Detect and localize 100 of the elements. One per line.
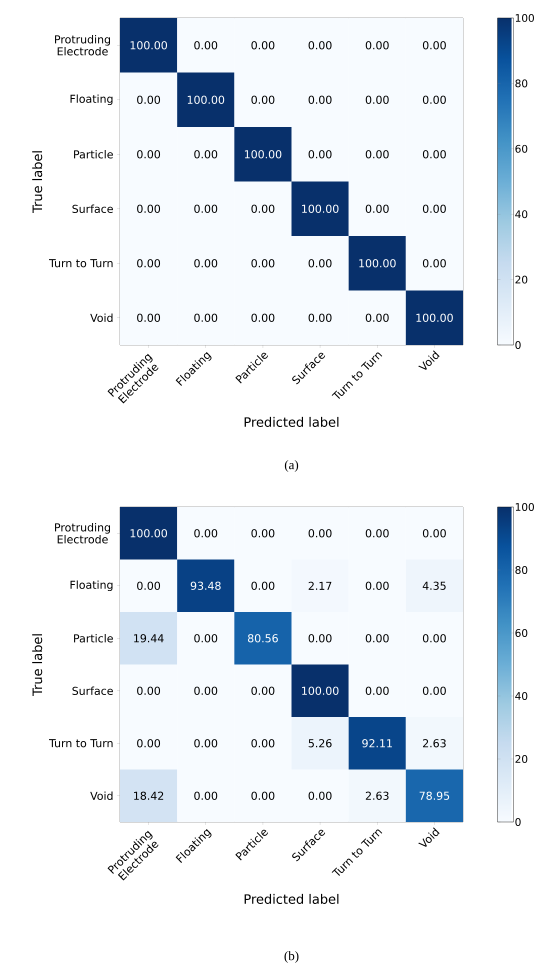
data-label: 0.00 (422, 686, 446, 695)
data-label: 78.95 (420, 792, 450, 800)
y-axis-title: True label (32, 634, 42, 696)
data-label: 0.00 (251, 686, 274, 695)
x-axis-title: Predicted label (244, 894, 338, 904)
data-label: 0.00 (366, 529, 389, 538)
x-axis-title: Predicted label (244, 416, 338, 427)
y-tick-label: Surface (72, 204, 113, 213)
data-label: 0.00 (251, 314, 274, 322)
data-label: 0.00 (251, 739, 274, 748)
y-tick-label: Turn to Turn (49, 739, 113, 748)
color-bar-label: 60 (515, 144, 528, 153)
color-bar-label: 60 (515, 629, 528, 637)
data-label: 100.00 (130, 41, 168, 50)
data-label: 0.00 (194, 204, 218, 213)
color-bar-label: 80 (515, 79, 528, 88)
data-label: 0.00 (137, 314, 160, 322)
data-label: 100.00 (244, 150, 282, 158)
data-label: 100.00 (302, 686, 339, 695)
color-bar-label: 100 (516, 503, 534, 511)
data-label: 0.00 (308, 96, 332, 104)
data-label: 92.11 (362, 739, 392, 748)
data-label: 4.35 (422, 582, 446, 590)
data-label: 0.00 (194, 739, 218, 748)
data-label: 100.00 (188, 96, 224, 104)
data-label: 2.63 (423, 739, 446, 748)
y-tick-label: Floating (70, 94, 112, 106)
data-label: 0.00 (251, 259, 274, 268)
x-tick-label: Turn to Turn (332, 352, 382, 399)
data-label: 100.00 (359, 259, 396, 268)
data-label: 0.00 (422, 259, 446, 268)
y-tick-label: Surface (72, 686, 113, 695)
data-label: 0.00 (422, 634, 446, 642)
color-bar-label: 100 (516, 14, 534, 22)
data-label: 0.00 (366, 634, 389, 642)
data-label: 0.00 (251, 582, 274, 590)
data-label: 0.00 (194, 41, 218, 50)
color-bar-label: 0 (515, 818, 521, 826)
data-label: 2.63 (366, 792, 389, 800)
data-label: 0.00 (366, 96, 389, 104)
data-label: 0.00 (194, 314, 218, 322)
data-label: 0.00 (308, 529, 332, 538)
y-tick-label: Floating (70, 580, 112, 592)
data-label: 0.00 (308, 792, 332, 800)
data-label: 0.00 (194, 634, 218, 642)
data-label: 5.26 (308, 739, 332, 748)
data-label: 19.44 (134, 634, 164, 642)
data-label: 0.00 (366, 582, 389, 590)
data-label: 0.00 (251, 41, 274, 50)
y-tick-label: Protruding Electrode (55, 523, 110, 544)
data-label: 0.00 (251, 792, 274, 800)
data-label: 0.00 (251, 529, 274, 538)
data-label: 0.00 (308, 634, 332, 642)
data-label: 0.00 (137, 96, 160, 104)
y-axis-title: True label (32, 151, 42, 213)
data-label: 0.00 (366, 686, 389, 695)
data-label: 0.00 (422, 529, 446, 538)
data-label: 0.00 (366, 41, 389, 50)
data-label: 0.00 (251, 96, 274, 104)
data-label: 0.00 (194, 529, 218, 538)
data-label: 80.56 (248, 634, 278, 642)
data-label: 0.00 (422, 204, 446, 213)
data-label: 18.42 (134, 792, 164, 800)
data-label: 0.00 (194, 259, 218, 268)
color-bar-label: 0 (515, 341, 521, 349)
data-label: 0.00 (137, 204, 160, 213)
text: (b) (284, 951, 298, 963)
data-label: 0.00 (308, 41, 332, 50)
color-bar-label: 40 (515, 210, 528, 218)
data-label: 0.00 (308, 259, 332, 268)
color-bar-label: 20 (515, 755, 528, 763)
data-label: 0.00 (137, 150, 160, 158)
y-tick-label: Particle (74, 634, 113, 642)
data-label: 0.00 (194, 150, 218, 158)
data-label: 0.00 (194, 792, 218, 800)
data-label: 0.00 (308, 150, 332, 158)
data-label: 100.00 (130, 529, 168, 538)
data-label: 100.00 (416, 314, 453, 322)
data-label: 93.48 (190, 582, 221, 590)
y-tick-label: Particle (74, 150, 113, 158)
color-bar-label: 80 (515, 566, 528, 574)
data-label: 0.00 (137, 739, 160, 748)
y-tick-label: Void (90, 314, 112, 322)
data-label: 0.00 (366, 150, 389, 158)
data-label: 0.00 (422, 96, 446, 104)
color-bar-label: 40 (515, 692, 528, 700)
data-label: 0.00 (308, 314, 332, 322)
data-label: 0.00 (251, 204, 274, 213)
x-tick-label: Turn to Turn (332, 829, 382, 876)
data-label: 0.00 (422, 41, 446, 50)
data-label: 2.17 (308, 582, 332, 590)
data-label: 0.00 (366, 314, 389, 322)
data-label: 100.00 (302, 204, 339, 213)
y-tick-label: Protruding Electrode (55, 35, 110, 56)
y-tick-label: Void (90, 792, 112, 800)
text: (a) (284, 460, 298, 472)
data-label: 0.00 (366, 204, 389, 213)
data-label: 0.00 (194, 686, 218, 695)
data-label: 0.00 (137, 686, 160, 695)
y-tick-label: Turn to Turn (49, 259, 113, 268)
